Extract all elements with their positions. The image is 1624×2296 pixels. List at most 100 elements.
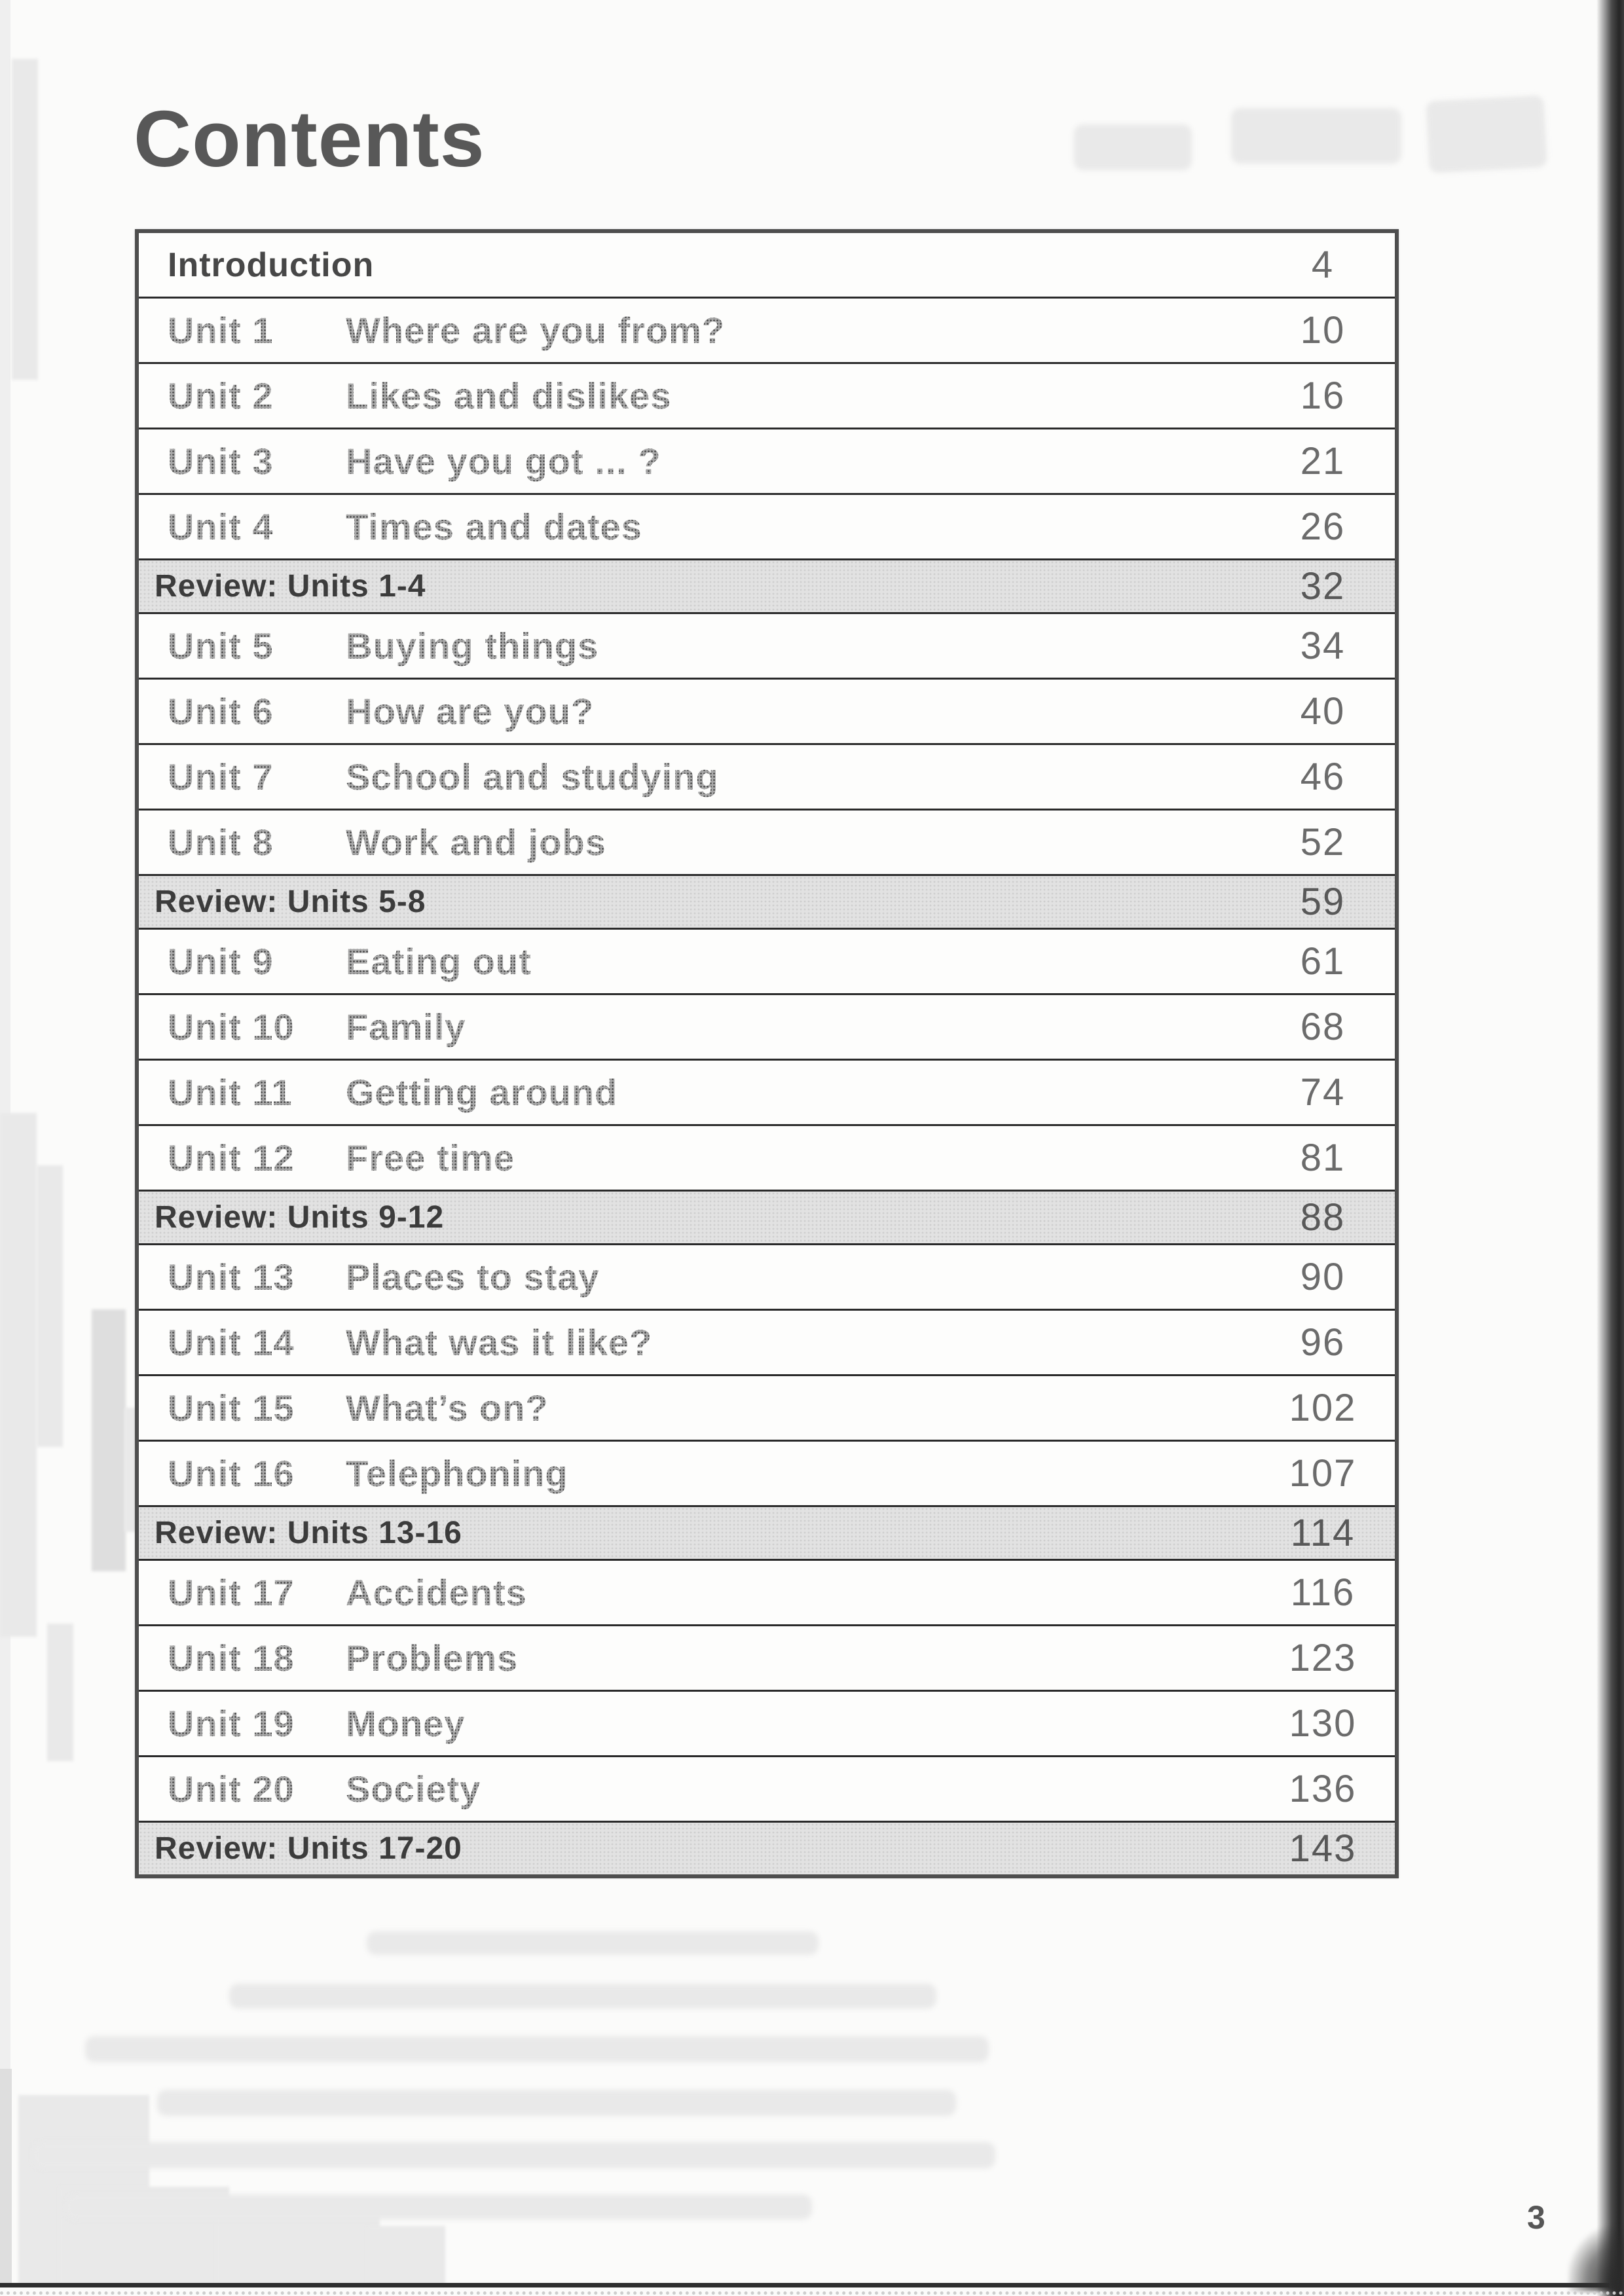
unit-number-label: Unit 6 (139, 690, 346, 733)
page-reference: 123 (1289, 1637, 1357, 1679)
unit-row: Unit 16 Telephoning 107 (139, 1440, 1395, 1505)
unit-row: Unit 15 What’s on? 102 (139, 1374, 1395, 1440)
unit-number-label: Unit 12 (139, 1137, 346, 1179)
unit-number-label: Unit 16 (139, 1452, 346, 1495)
page-reference: 130 (1289, 1702, 1357, 1745)
scan-left-edge-strip (0, 0, 10, 2285)
unit-title: Work and jobs (346, 822, 606, 863)
page-reference: 10 (1300, 309, 1346, 352)
unit-number-label: Unit 1 (139, 309, 346, 352)
unit-number-label: Unit 19 (139, 1702, 346, 1745)
ghost-showthrough (1231, 108, 1401, 164)
unit-title: How are you? (346, 691, 595, 732)
unit-title: Family (346, 1006, 466, 1048)
unit-row: Unit 13 Places to stay 90 (139, 1243, 1395, 1309)
unit-row: Unit 9 Eating out 61 (139, 928, 1395, 993)
ghost-showthrough (33, 2142, 995, 2168)
scan-blotch (12, 59, 38, 380)
unit-number-label: Unit 9 (139, 940, 346, 983)
unit-title: School and studying (346, 756, 719, 797)
page-reference: 68 (1300, 1006, 1346, 1048)
unit-title: What’s on? (346, 1387, 549, 1429)
unit-number-label: Unit 5 (139, 625, 346, 667)
scan-corner-blotch (367, 2226, 445, 2285)
scan-gutter-shadow (1596, 0, 1624, 2296)
scan-blotch (92, 1309, 126, 1571)
unit-number-label: Unit 7 (139, 756, 346, 798)
page-reference: 61 (1300, 940, 1346, 983)
unit-number-label: Unit 10 (139, 1006, 346, 1048)
review-row: Review: Units 9-12 88 (139, 1190, 1395, 1243)
unit-row: Unit 1 Where are you from? 10 (139, 297, 1395, 362)
unit-title: Money (346, 1703, 466, 1744)
unit-row: Unit 10 Family 68 (139, 993, 1395, 1059)
unit-row: Unit 14 What was it like? 96 (139, 1309, 1395, 1374)
unit-number-label: Unit 15 (139, 1387, 346, 1429)
review-label: Review: Units 13-16 (155, 1516, 462, 1550)
unit-row: Unit 18 Problems 123 (139, 1624, 1395, 1690)
unit-number-label: Unit 14 (139, 1321, 346, 1364)
page-reference: 16 (1300, 374, 1346, 417)
page-reference: 88 (1300, 1196, 1346, 1239)
page-reference: 32 (1300, 565, 1346, 608)
ghost-showthrough (367, 1931, 819, 1955)
scan-corner-blotch (59, 2187, 229, 2285)
scan-blotch (0, 1113, 37, 1637)
unit-row: Unit 19 Money 130 (139, 1690, 1395, 1755)
unit-title: Telephoning (346, 1453, 568, 1494)
unit-number-label: Unit 20 (139, 1768, 346, 1810)
unit-title: Free time (346, 1137, 515, 1178)
ghost-showthrough (157, 2090, 956, 2116)
unit-number-label: Unit 11 (139, 1071, 346, 1114)
unit-title: Likes and dislikes (346, 375, 672, 416)
unit-title: Have you got ... ? (346, 441, 661, 482)
page-reference: 136 (1289, 1768, 1357, 1810)
page-reference: 46 (1300, 756, 1346, 798)
scan-blotch (47, 1624, 73, 1761)
ghost-showthrough (229, 1984, 936, 2009)
unit-row: Unit 2 Likes and dislikes 16 (139, 362, 1395, 428)
unit-row: Unit 3 Have you got ... ? 21 (139, 428, 1395, 493)
page-reference: 74 (1300, 1071, 1346, 1114)
scan-corner-blotch (0, 2069, 12, 2285)
unit-row: Unit 17 Accidents 116 (139, 1559, 1395, 1624)
unit-row: Unit 5 Buying things 34 (139, 612, 1395, 678)
page-title: Contents (134, 94, 485, 183)
page-reference: 34 (1300, 625, 1346, 667)
contents-table: Introduction 4 Unit 1 Where are you from? 10… (135, 229, 1399, 1878)
scan-corner-blotch (18, 2095, 149, 2285)
page-reference: 40 (1300, 690, 1346, 733)
unit-number-label: Unit 18 (139, 1637, 346, 1679)
review-row: Review: Units 13-16 114 (139, 1505, 1395, 1559)
unit-number-label: Unit 3 (139, 440, 346, 483)
unit-number-label: Unit 2 (139, 374, 346, 417)
page-reference: 107 (1289, 1452, 1357, 1495)
unit-title: Accidents (346, 1572, 527, 1613)
review-label: Review: Units 17-20 (155, 1831, 462, 1866)
page-reference: 143 (1289, 1827, 1357, 1870)
unit-title: Society (346, 1768, 481, 1810)
page-reference: 52 (1300, 821, 1346, 864)
review-row: Review: Units 1-4 32 (139, 558, 1395, 612)
scan-blotch (37, 1165, 63, 1447)
scan-bottom-dotted-edge (0, 2291, 1624, 2295)
unit-row: Unit 12 Free time 81 (139, 1124, 1395, 1190)
scan-gutter-shadow-flare (1568, 2226, 1624, 2291)
unit-row: Unit 6 How are you? 40 (139, 678, 1395, 743)
page-reference: 4 (1311, 244, 1335, 286)
unit-title: Eating out (346, 941, 532, 982)
review-row: Review: Units 17-20 143 (139, 1821, 1395, 1874)
page-reference: 116 (1290, 1571, 1356, 1614)
unit-row: Unit 20 Society 136 (139, 1755, 1395, 1821)
review-row: Review: Units 5-8 59 (139, 874, 1395, 928)
page-reference: 26 (1300, 505, 1346, 548)
unit-title: Problems (346, 1637, 519, 1679)
page-reference: 21 (1300, 440, 1346, 483)
unit-number-label: Unit 13 (139, 1256, 346, 1298)
ghost-showthrough (85, 2036, 989, 2062)
unit-number-label: Unit 4 (139, 505, 346, 548)
page-reference: 90 (1300, 1256, 1346, 1298)
ghost-showthrough (1074, 124, 1192, 170)
ghost-showthrough (1426, 95, 1547, 173)
